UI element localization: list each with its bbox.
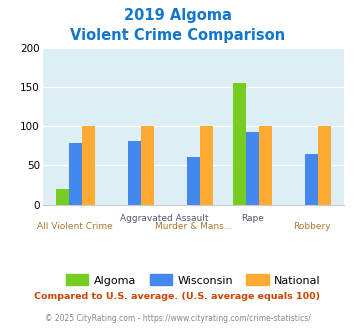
Text: Rape: Rape bbox=[241, 214, 264, 223]
Bar bbox=[318, 126, 331, 205]
Text: Robbery: Robbery bbox=[293, 222, 331, 231]
Text: Compared to U.S. average. (U.S. average equals 100): Compared to U.S. average. (U.S. average … bbox=[34, 292, 321, 301]
Bar bbox=[246, 132, 259, 205]
Bar bbox=[56, 189, 69, 205]
Text: 2019 Algoma: 2019 Algoma bbox=[124, 8, 231, 23]
Bar bbox=[82, 126, 95, 205]
Bar bbox=[233, 83, 246, 205]
Bar bbox=[200, 126, 213, 205]
Bar bbox=[259, 126, 272, 205]
Text: All Violent Crime: All Violent Crime bbox=[37, 222, 113, 231]
Bar bbox=[69, 144, 82, 205]
Bar bbox=[305, 154, 318, 205]
Text: Aggravated Assault: Aggravated Assault bbox=[120, 214, 208, 223]
Text: Murder & Mans...: Murder & Mans... bbox=[155, 222, 232, 231]
Bar bbox=[141, 126, 154, 205]
Bar bbox=[128, 141, 141, 205]
Legend: Algoma, Wisconsin, National: Algoma, Wisconsin, National bbox=[62, 270, 325, 290]
Text: Violent Crime Comparison: Violent Crime Comparison bbox=[70, 28, 285, 43]
Text: © 2025 CityRating.com - https://www.cityrating.com/crime-statistics/: © 2025 CityRating.com - https://www.city… bbox=[45, 314, 310, 323]
Bar bbox=[187, 157, 200, 205]
